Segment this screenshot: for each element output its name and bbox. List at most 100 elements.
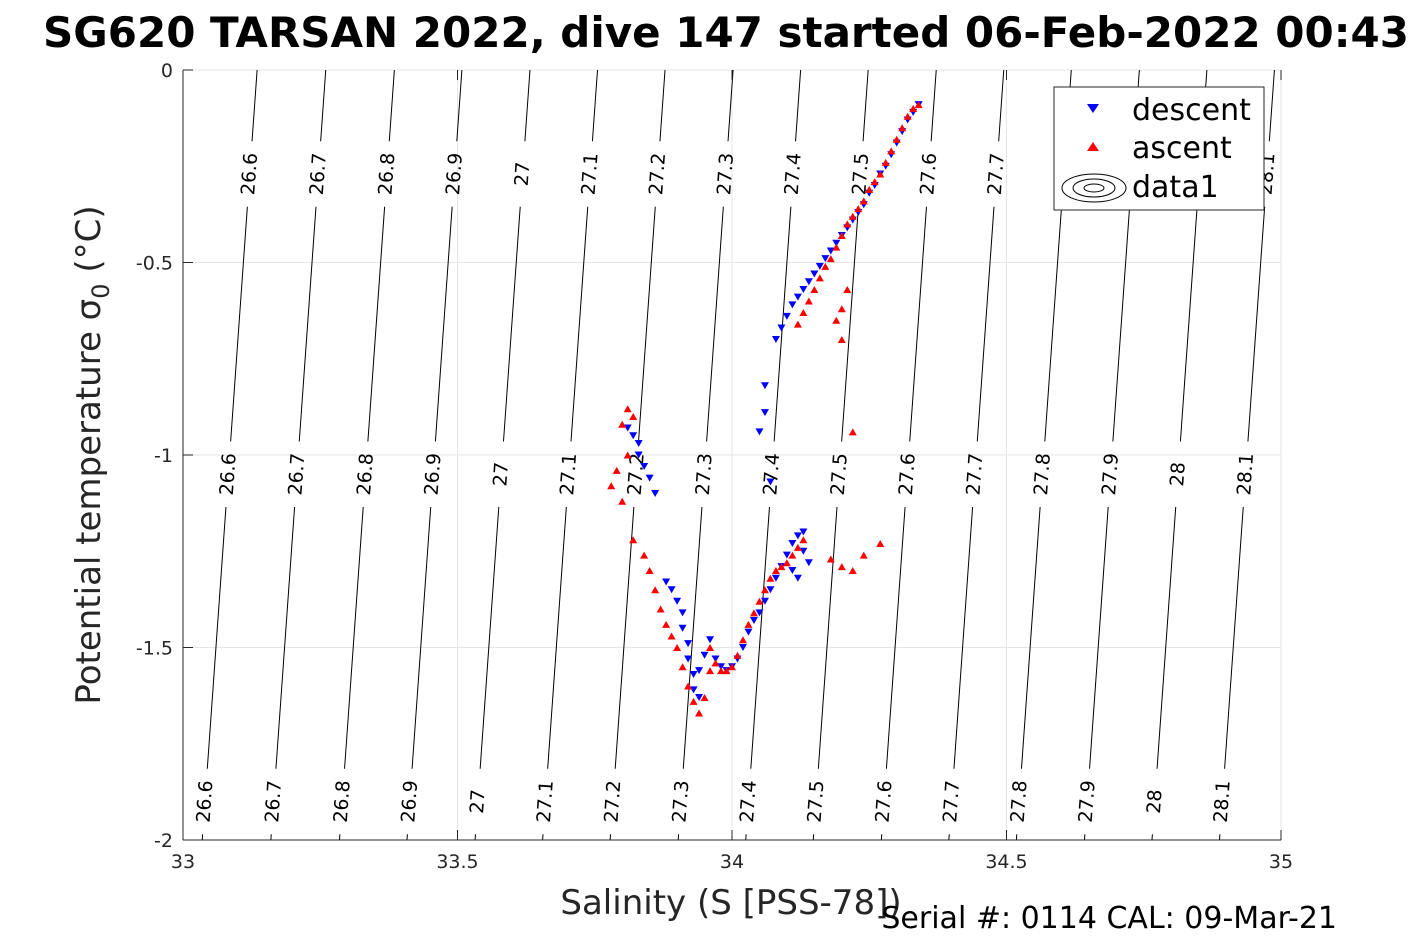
ascent-point bbox=[870, 178, 879, 186]
ascent-point bbox=[898, 124, 907, 132]
isopycnal-label: 27.1 bbox=[578, 152, 603, 196]
descent-point bbox=[815, 262, 824, 270]
isopycnal-line bbox=[270, 69, 327, 841]
descent-point bbox=[738, 644, 747, 651]
x-tick-label: 35 bbox=[1269, 851, 1293, 873]
descent-point bbox=[793, 574, 802, 582]
ascent-point bbox=[788, 551, 797, 559]
ascent-point bbox=[645, 567, 654, 574]
descent-point bbox=[645, 474, 654, 482]
y-axis-label-main: Potential temperature σ bbox=[69, 299, 109, 705]
descent-point bbox=[826, 247, 835, 255]
descent-point bbox=[651, 490, 660, 497]
isopycnal-line bbox=[812, 69, 869, 841]
descent-point bbox=[689, 686, 698, 694]
ascent-point bbox=[684, 682, 693, 690]
ascent-point bbox=[832, 243, 841, 251]
y-tick-label: -2 bbox=[154, 830, 173, 852]
ascent-point bbox=[623, 405, 632, 413]
y-axis-label-unit: (°C) bbox=[69, 205, 109, 283]
legend-data1-label: data1 bbox=[1132, 170, 1219, 205]
descent-point bbox=[832, 239, 841, 247]
ascent-point bbox=[700, 694, 709, 702]
descent-point bbox=[678, 609, 687, 617]
ascent-point bbox=[656, 605, 665, 613]
y-tick-label: 0 bbox=[161, 60, 173, 82]
ascent-point bbox=[662, 620, 671, 628]
ascent-point bbox=[843, 220, 852, 228]
isopycnal-label: 27.6 bbox=[916, 152, 941, 196]
ascent-point bbox=[738, 636, 747, 644]
descent-point bbox=[744, 628, 753, 636]
ascent-point bbox=[733, 651, 742, 659]
axes: 33 33.5 34 34.5 35 0 -0.5 -1 -1.5 -2 bbox=[136, 60, 1293, 873]
descent-point bbox=[673, 597, 682, 605]
ascent-point bbox=[881, 158, 890, 166]
descent-point bbox=[760, 597, 769, 605]
descent-point bbox=[634, 439, 643, 447]
descent-point bbox=[755, 609, 764, 617]
ascent-point bbox=[821, 262, 830, 270]
ascent-point bbox=[623, 451, 632, 459]
y-tick-label: -0.5 bbox=[136, 253, 173, 275]
descent-point bbox=[678, 624, 687, 632]
isopycnal-label: 26.8 bbox=[374, 152, 399, 196]
legend-ascent-marker bbox=[1087, 142, 1099, 151]
ascent-point bbox=[854, 205, 863, 213]
descent-point bbox=[771, 574, 780, 582]
ascent-point bbox=[837, 232, 846, 240]
ascent-point bbox=[728, 663, 736, 671]
ascent-point bbox=[651, 586, 660, 594]
ascent-point bbox=[876, 170, 885, 178]
ascent-point bbox=[832, 316, 841, 324]
ascent-point bbox=[771, 567, 780, 574]
ascent-point bbox=[749, 609, 758, 617]
ascent-point bbox=[859, 197, 868, 205]
ascent-point bbox=[706, 667, 715, 675]
descent-point bbox=[684, 640, 693, 648]
isopycnal-label: 27.4 bbox=[736, 780, 761, 824]
isopycnal-line bbox=[338, 69, 395, 841]
isopycnal-label: 27.7 bbox=[984, 152, 1009, 196]
ascent-point bbox=[629, 536, 638, 544]
isopycnal-label: 28 bbox=[1166, 461, 1190, 487]
ascent-point bbox=[706, 644, 715, 651]
descent-point bbox=[782, 312, 791, 320]
ascent-point bbox=[782, 559, 791, 567]
isopycnal-label: 26.6 bbox=[237, 152, 262, 196]
ascent-point bbox=[876, 540, 885, 548]
isopycnal-label: 27.9 bbox=[1075, 780, 1100, 824]
legend-contour-icon bbox=[1061, 173, 1127, 203]
isopycnal-line bbox=[1015, 69, 1072, 841]
isopycnal-label: 27.3 bbox=[692, 452, 717, 496]
legend-box bbox=[1053, 86, 1265, 211]
descent-point bbox=[782, 551, 791, 559]
isopycnal-label: 27.9 bbox=[1098, 452, 1123, 496]
ascent-point bbox=[848, 428, 857, 436]
x-tick-label: 33 bbox=[171, 851, 195, 873]
ascent-point bbox=[612, 466, 621, 474]
isopycnal-label: 26.9 bbox=[442, 152, 467, 196]
descent-point bbox=[799, 547, 808, 555]
descent-point bbox=[662, 578, 671, 586]
isopycnal-label: 27 bbox=[511, 161, 535, 187]
ascent-point bbox=[793, 543, 802, 551]
isopycnal-line bbox=[880, 69, 937, 841]
isopycnal-line bbox=[1083, 69, 1140, 841]
ascent-point bbox=[859, 551, 868, 559]
isopycnal-label: 27.6 bbox=[872, 780, 897, 824]
ascent-point bbox=[848, 212, 857, 220]
isopycnal-label: 26.9 bbox=[397, 780, 422, 824]
ascent-point bbox=[837, 336, 846, 343]
isopycnal-label: 26.7 bbox=[306, 152, 331, 196]
isopycnal-line bbox=[406, 69, 463, 841]
ascent-point bbox=[914, 101, 923, 109]
descent-point bbox=[711, 655, 720, 663]
legend: descent ascent data1 bbox=[1053, 86, 1265, 211]
ascent-point bbox=[799, 309, 808, 317]
isopycnal-line bbox=[474, 69, 531, 841]
legend-descent-label: descent bbox=[1132, 93, 1251, 128]
descent-point bbox=[717, 663, 726, 671]
ascent-point bbox=[618, 420, 627, 428]
descent-point bbox=[706, 636, 715, 644]
